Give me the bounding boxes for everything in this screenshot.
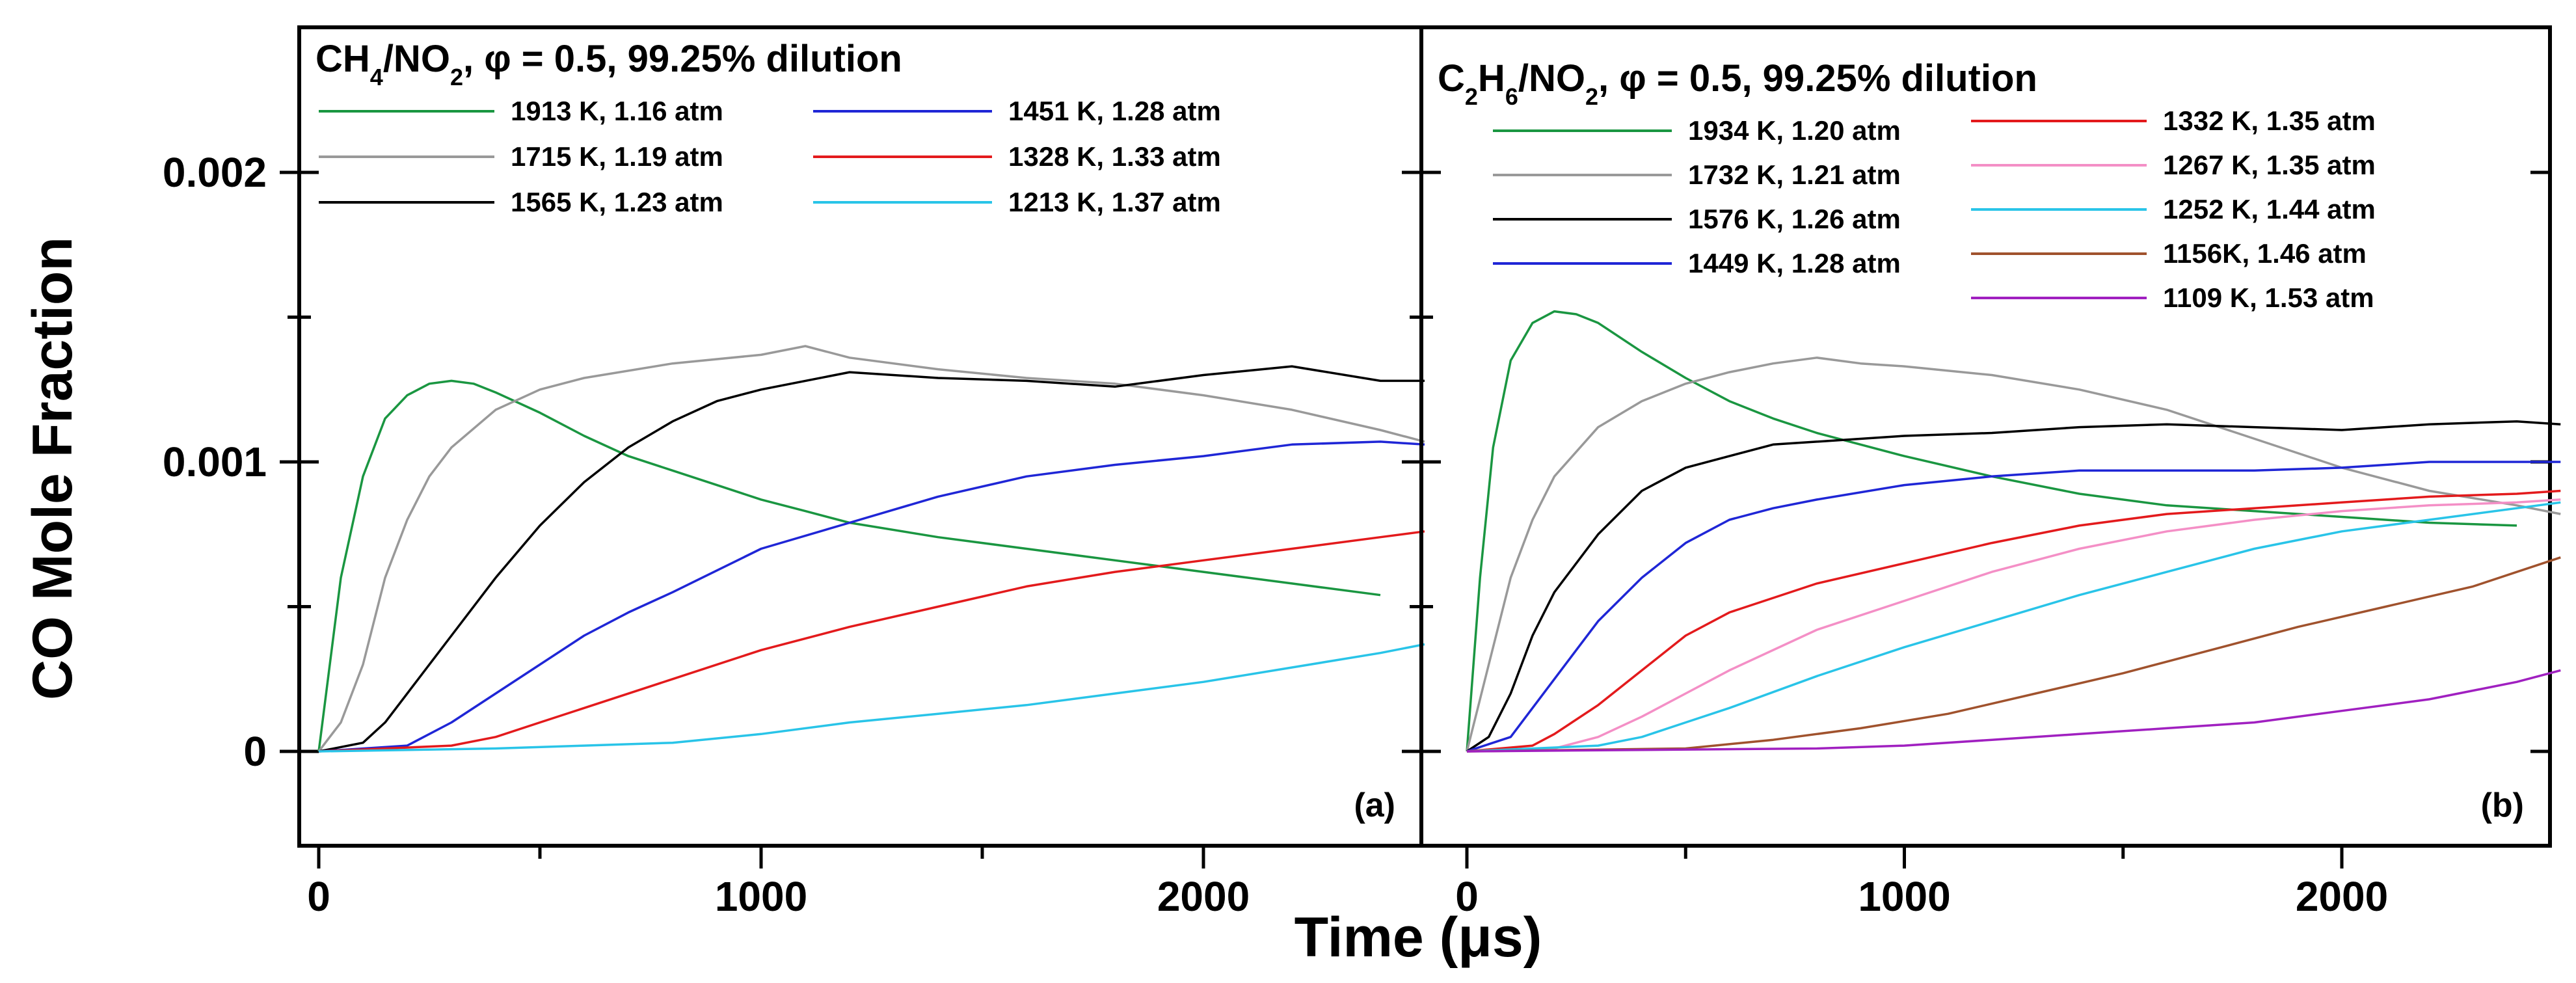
title-part: 2 (450, 64, 463, 90)
series-line-b-2 (1466, 420, 2561, 753)
title-part: /NO (383, 38, 450, 80)
panel-tag-a: (a) (1354, 787, 1395, 824)
legend-label-a-3: 1451 K, 1.28 atm (1008, 96, 1221, 126)
legend-label-b-7: 1156K, 1.46 atm (2163, 238, 2367, 269)
legend-label-b-4: 1332 K, 1.35 atm (2163, 105, 2376, 136)
legend-label-a-0: 1913 K, 1.16 atm (511, 96, 723, 126)
x-tick-label-a-0: 0 (307, 873, 330, 920)
x-tick-label-b-0: 0 (1455, 873, 1479, 920)
series-line-a-5 (318, 643, 1425, 753)
legend-label-b-0: 1934 K, 1.20 atm (1688, 115, 1901, 146)
title-part: 4 (370, 64, 383, 90)
series-line-a-0 (317, 379, 1381, 752)
title-part: , φ = 0.5, 99.25% dilution (463, 38, 902, 80)
x-tick-label-b-2000: 2000 (2296, 873, 2388, 920)
series-line-a-2 (318, 365, 1425, 753)
panel-tag-b: (b) (2481, 787, 2524, 824)
legend-label-b-2: 1576 K, 1.26 atm (1688, 204, 1901, 234)
y-tick-label-a-0: 0 (243, 728, 267, 775)
series-line-a-3 (318, 440, 1425, 753)
series-line-b-1 (1466, 357, 2561, 752)
legend-label-b-5: 1267 K, 1.35 atm (2163, 150, 2376, 180)
series-line-a-1 (317, 345, 1425, 753)
plot-frame-b (1419, 25, 2552, 848)
x-tick-label-a-2000: 2000 (1157, 873, 1250, 920)
title-part: 6 (1505, 83, 1518, 110)
legend-label-a-5: 1213 K, 1.37 atm (1008, 187, 1221, 217)
plot-frame-a (297, 25, 1423, 848)
series-line-b-8 (1466, 669, 2561, 753)
title-part: CH (315, 38, 370, 80)
x-axis-title: Time (μs) (1295, 906, 1542, 969)
y-axis-title: CO Mole Fraction (21, 237, 84, 700)
legend-label-a-4: 1328 K, 1.33 atm (1008, 141, 1221, 172)
title-part: 2 (1465, 83, 1478, 110)
panel-title-a: CH4/NO2, φ = 0.5, 99.25% dilution (315, 38, 902, 90)
series-line-b-4 (1466, 489, 2561, 753)
x-tick-label-a-1000: 1000 (715, 873, 807, 920)
title-part: 2 (1585, 83, 1598, 110)
y-tick-label-a-1: 0.001 (163, 438, 267, 485)
legend-label-a-1: 1715 K, 1.19 atm (511, 141, 723, 172)
legend-label-b-1: 1732 K, 1.21 atm (1688, 159, 1901, 190)
x-tick-label-b-1000: 1000 (1858, 873, 1950, 920)
series-line-b-7 (1466, 556, 2561, 753)
title-part: , φ = 0.5, 99.25% dilution (1598, 57, 2037, 100)
series-line-a-4 (318, 530, 1425, 753)
legend-label-b-6: 1252 K, 1.44 atm (2163, 194, 2376, 224)
legend-label-b-3: 1449 K, 1.28 atm (1688, 248, 1901, 278)
panel-title-b: C2H6/NO2, φ = 0.5, 99.25% dilution (1438, 57, 2037, 110)
title-part: C (1438, 57, 1465, 100)
title-part: H (1478, 57, 1505, 100)
title-part: /NO (1518, 57, 1585, 100)
series-line-b-3 (1466, 461, 2561, 753)
panel-a: 0 1000 2000 0 0.001 0.002 CH4/NO2, φ = 0.5, 99… (163, 25, 1425, 920)
legend-label-a-2: 1565 K, 1.23 atm (511, 187, 723, 217)
series-line-b-5 (1466, 498, 2561, 753)
y-tick-label-a-2: 0.002 (163, 149, 267, 196)
series-line-b-6 (1466, 501, 2561, 753)
legend-label-b-8: 1109 K, 1.53 atm (2163, 282, 2374, 313)
